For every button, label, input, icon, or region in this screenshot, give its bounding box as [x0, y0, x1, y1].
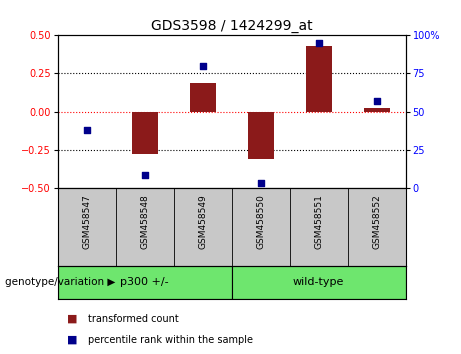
Text: percentile rank within the sample: percentile rank within the sample: [88, 335, 253, 345]
Point: [315, 40, 322, 46]
Text: ■: ■: [67, 335, 77, 345]
Bar: [306, 46, 332, 112]
Text: GSM458547: GSM458547: [82, 194, 91, 249]
Text: wild-type: wild-type: [293, 277, 344, 287]
Point: [199, 63, 207, 69]
Bar: [248, 112, 274, 159]
Text: ■: ■: [67, 314, 77, 324]
Text: GSM458549: GSM458549: [198, 194, 207, 249]
Text: p300 +/-: p300 +/-: [120, 277, 169, 287]
Bar: [131, 112, 158, 154]
Text: GSM458548: GSM458548: [140, 194, 149, 249]
Text: GSM458552: GSM458552: [372, 194, 381, 249]
Point: [257, 180, 264, 186]
Bar: [231, 266, 406, 299]
Title: GDS3598 / 1424299_at: GDS3598 / 1424299_at: [151, 19, 313, 33]
Text: transformed count: transformed count: [88, 314, 178, 324]
Text: GSM458551: GSM458551: [314, 194, 323, 249]
Bar: [189, 82, 216, 112]
Text: GSM458550: GSM458550: [256, 194, 265, 249]
Bar: [58, 266, 231, 299]
Point: [83, 127, 90, 133]
Point: [373, 98, 380, 104]
Text: genotype/variation ▶: genotype/variation ▶: [5, 277, 115, 287]
Point: [141, 173, 148, 178]
Bar: [364, 108, 390, 112]
